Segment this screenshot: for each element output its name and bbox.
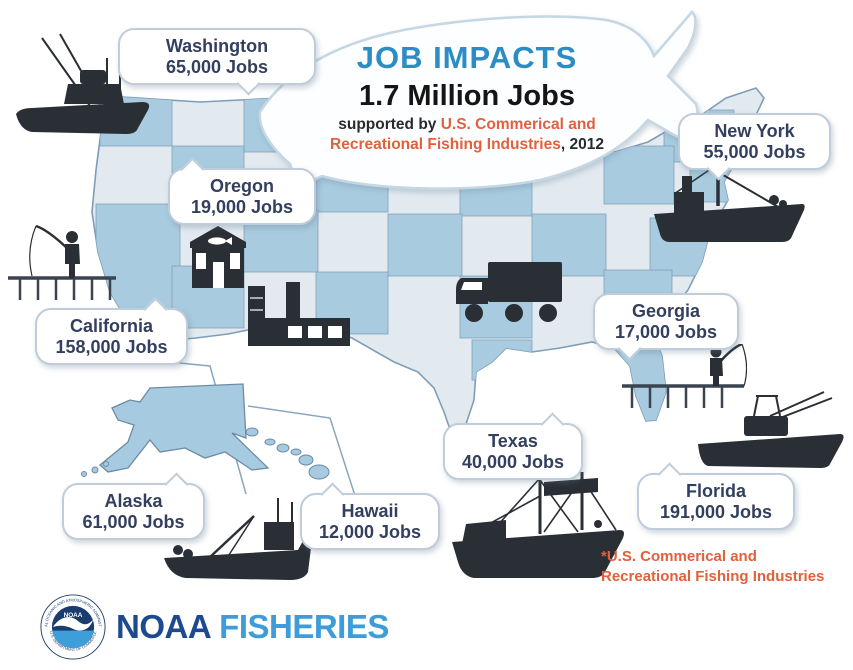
callout-california: California 158,000 Jobs xyxy=(35,297,188,366)
title-support-line-2: Recreational Fishing Industries, 2012 xyxy=(330,135,604,153)
fishing-trawler-icon xyxy=(654,163,805,242)
logo-division: FISHERIES xyxy=(219,608,389,645)
noaa-fisheries-logo: NOAA NATIONAL OCEANIC AND ATMOSPHERIC AD… xyxy=(40,594,389,660)
factory-icon xyxy=(248,282,350,346)
sport-fishing-boat-icon xyxy=(16,33,150,134)
callout-oregon: Oregon 19,000 Jobs xyxy=(168,157,316,226)
logo-wordmark: NOAA FISHERIES xyxy=(116,608,389,646)
title-support-line-1: supported by U.S. Commerical and xyxy=(338,116,596,134)
callout-florida: Florida 191,000 Jobs xyxy=(637,462,795,531)
noaa-emblem-icon: NOAA NATIONAL OCEANIC AND ATMOSPHERIC AD… xyxy=(40,594,106,660)
callout-new-york: New York 55,000 Jobs xyxy=(678,113,831,181)
pier-fisherman-icon xyxy=(622,344,747,408)
fish-callout-bubble xyxy=(258,10,700,190)
title-block: JOB IMPACTS 1.7 Million Jobs supported b… xyxy=(272,40,662,154)
footnote: *U.S. Commerical and Recreational Fishin… xyxy=(601,548,825,586)
delivery-truck-icon xyxy=(456,262,562,322)
hawaii-islands xyxy=(245,427,330,480)
crab-fishing-boat-icon xyxy=(164,498,314,580)
alaska-shape xyxy=(98,383,270,473)
page-title: JOB IMPACTS xyxy=(356,40,578,75)
callout-washington: Washington 65,000 Jobs xyxy=(118,28,316,96)
commercial-trawler-icon xyxy=(452,472,624,578)
callout-georgia: Georgia 17,000 Jobs xyxy=(593,293,739,361)
hawaii-inset-line xyxy=(247,405,359,506)
callout-hawaii: Hawaii 12,000 Jobs xyxy=(300,482,440,551)
logo-brand: NOAA xyxy=(116,608,212,645)
fish-market-icon xyxy=(190,226,246,288)
pier-fisherman-icon xyxy=(8,224,116,300)
fish-sign-icon xyxy=(208,237,232,245)
total-jobs: 1.7 Million Jobs xyxy=(359,79,575,112)
sport-fishing-boat-icon xyxy=(698,391,844,468)
alaska-islands xyxy=(81,461,109,477)
callout-alaska: Alaska 61,000 Jobs xyxy=(62,472,205,541)
emblem-label: NOAA xyxy=(64,612,83,619)
callout-texas: Texas 40,000 Jobs xyxy=(443,412,583,481)
